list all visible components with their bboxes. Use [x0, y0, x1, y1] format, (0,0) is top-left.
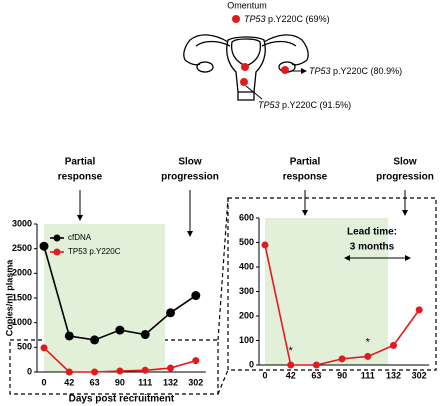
annotation: Partial	[290, 157, 321, 168]
data-point	[40, 344, 48, 352]
data-point	[338, 355, 346, 363]
data-point	[90, 335, 100, 345]
x-tick-label: 63	[90, 377, 100, 387]
x-tick-label: 90	[115, 377, 125, 387]
y-tick-label: 3000	[12, 218, 32, 228]
y-tick-label: 2500	[12, 243, 32, 253]
gene: TP53	[309, 66, 331, 76]
annotation: progression	[376, 172, 434, 183]
x-tick-label: 90	[337, 370, 347, 380]
data-point	[287, 361, 295, 369]
x-tick-label: 132	[163, 377, 178, 387]
site-annotation: TP53 p.Y220C (91.5%)	[258, 100, 351, 110]
x-tick-label: 42	[64, 377, 74, 387]
data-point	[64, 331, 74, 341]
data-point	[140, 330, 150, 340]
variant: p.Y220C (69%)	[268, 14, 330, 24]
annotation: progression	[161, 172, 219, 183]
y-tick-label: 600	[239, 212, 254, 222]
x-tick-label: 63	[311, 370, 321, 380]
annotation: response	[283, 172, 328, 183]
y-tick-label: 100	[239, 335, 254, 345]
annotation: Slow	[393, 157, 417, 168]
site-annotation: TP53 p.Y220C (80.9%)	[309, 66, 402, 76]
gene: TP53	[258, 100, 280, 110]
data-point	[141, 366, 149, 374]
zoom-frame	[9, 197, 437, 395]
significance-mark: *	[366, 336, 371, 348]
x-tick-label: 111	[138, 377, 152, 387]
x-tick-label: 0	[41, 377, 46, 387]
y-axis-label: Copies/ml plasma	[4, 259, 14, 337]
data-point	[415, 306, 423, 314]
y-tick-label: 500	[17, 342, 32, 352]
data-point	[166, 308, 175, 318]
data-point	[91, 368, 99, 376]
variant: p.Y220C (91.5%)	[282, 100, 351, 110]
data-point	[261, 241, 269, 249]
site-annotation: TP53 p.Y220C (69%)	[244, 14, 330, 24]
data-point	[390, 341, 397, 349]
x-axis-label: Days post recruitment	[69, 394, 175, 405]
annotation: response	[58, 172, 103, 183]
legend-marker	[53, 234, 61, 242]
y-tick-label: 400	[239, 261, 254, 271]
significance-mark: *	[289, 345, 294, 357]
data-point	[167, 364, 174, 372]
diagram-title: Omentum	[227, 0, 267, 10]
tumor-site-dot	[241, 63, 249, 71]
x-tick-label: 132	[386, 370, 401, 380]
annotation: 3 months	[350, 242, 395, 253]
x-tick-label: 302	[188, 377, 203, 387]
pointer-line	[245, 85, 263, 100]
data-point	[65, 368, 73, 376]
shaded-region	[44, 224, 165, 372]
data-point	[312, 361, 320, 369]
y-tick-label: 1500	[12, 292, 32, 302]
tumor-site-dot	[281, 66, 289, 74]
data-point	[39, 241, 49, 251]
tumor-site-dot	[232, 15, 240, 23]
data-point	[115, 325, 125, 335]
legend-marker	[53, 248, 61, 256]
annotation: Lead time:	[347, 227, 397, 238]
data-point	[116, 367, 124, 375]
data-point	[364, 352, 372, 360]
gene: TP53	[244, 14, 266, 24]
x-tick-label: 111	[361, 370, 375, 380]
x-tick-label: 302	[412, 370, 427, 380]
legend-label: cfDNA	[68, 233, 92, 242]
data-point	[192, 357, 200, 365]
y-tick-label: 0	[249, 359, 254, 369]
y-tick-label: 200	[239, 310, 254, 320]
y-tick-label: 2000	[12, 268, 32, 278]
tumor-site-dot	[240, 78, 248, 86]
y-tick-label: 1000	[12, 317, 32, 327]
x-tick-label: 42	[286, 370, 296, 380]
y-tick-label: 300	[239, 286, 254, 296]
annotation: Slow	[178, 157, 202, 168]
y-tick-label: 0	[27, 366, 32, 376]
data-point	[191, 291, 201, 301]
legend-label: TP53 p.Y220C	[68, 247, 121, 256]
annotation: Partial	[65, 157, 96, 168]
variant: p.Y220C (80.9%)	[333, 66, 402, 76]
y-tick-label: 500	[239, 237, 254, 247]
x-tick-label: 0	[262, 370, 267, 380]
